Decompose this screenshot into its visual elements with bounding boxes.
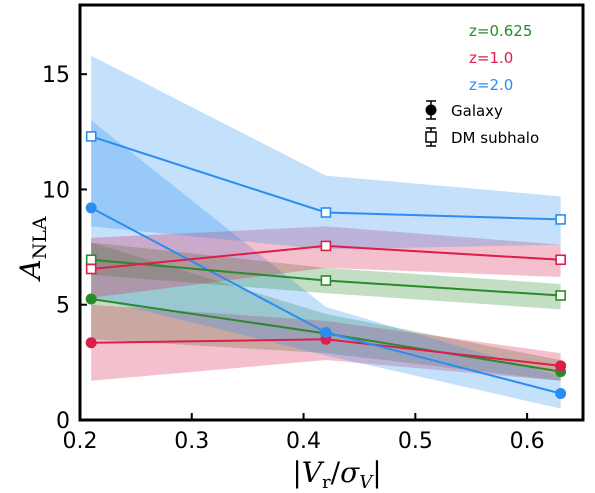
legend-entry-z0625: z=0.625 xyxy=(469,22,532,40)
point-dm-subhalo-4-2 xyxy=(555,254,566,266)
x-tick-label-1: 0.3 xyxy=(174,429,209,454)
point-dm-subhalo-5-0 xyxy=(85,131,97,142)
y-axis-label: ANLA xyxy=(14,216,51,282)
point-galaxy-2-2 xyxy=(555,387,567,399)
point-galaxy-2-0 xyxy=(85,202,97,214)
y-tick-label-2: 10 xyxy=(42,178,70,203)
point-galaxy-1-0 xyxy=(85,337,97,349)
point-galaxy-1-2 xyxy=(555,360,567,372)
x-tick-label-4: 0.6 xyxy=(510,429,545,454)
point-dm-subhalo-4-1 xyxy=(320,240,332,252)
point-dm-subhalo-5-2 xyxy=(555,214,566,225)
x-tick-label-2: 0.4 xyxy=(286,429,321,454)
x-tick-label-0: 0.2 xyxy=(63,429,98,454)
legend-galaxy-marker xyxy=(425,100,437,120)
series-markers xyxy=(85,131,567,399)
legend-entry-z20: z=2.0 xyxy=(469,76,513,94)
y-tick-label-0: 0 xyxy=(56,409,70,434)
x-tick-label-3: 0.5 xyxy=(398,429,433,454)
band-galaxy-2 xyxy=(91,120,561,409)
uncertainty-bands xyxy=(91,55,561,409)
point-dm-subhalo-3-0 xyxy=(85,254,97,266)
plot-frame xyxy=(78,3,585,422)
point-galaxy-2-1 xyxy=(320,326,332,338)
legend: z=0.625 z=1.0 z=2.0 Galaxy DM subhalo xyxy=(425,22,539,147)
band-galaxy-0 xyxy=(91,242,561,381)
y-tick-label-1: 5 xyxy=(56,294,70,319)
y-tick-label-3: 15 xyxy=(42,63,70,88)
legend-entry-galaxy: Galaxy xyxy=(451,102,503,120)
point-dm-subhalo-3-2 xyxy=(555,290,566,301)
x-axis-label: |Vr/σV| xyxy=(292,456,381,493)
legend-entry-dm-subhalo: DM subhalo xyxy=(451,129,539,147)
legend-dm-subhalo-marker xyxy=(425,127,437,147)
legend-entry-z10: z=1.0 xyxy=(469,49,513,67)
band-dm-subhalo-4 xyxy=(91,226,561,298)
point-galaxy-0-0 xyxy=(85,293,97,305)
point-dm-subhalo-4-0 xyxy=(85,263,97,275)
band-dm-subhalo-5 xyxy=(91,55,561,250)
point-dm-subhalo-3-1 xyxy=(320,275,332,286)
axis-ticks: 0.2 0.3 0.4 0.5 0.6 0 5 10 15 xyxy=(42,63,545,454)
point-dm-subhalo-5-1 xyxy=(320,207,332,218)
